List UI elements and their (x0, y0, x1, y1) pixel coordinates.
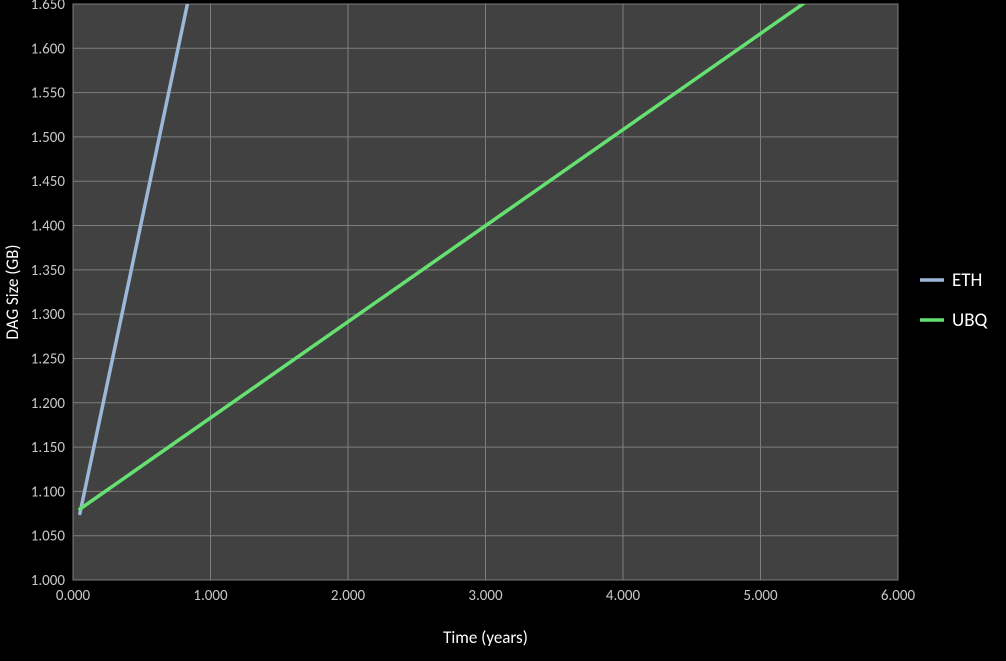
legend-label-eth: ETH (952, 269, 982, 292)
x-tick-label: 1.000 (193, 587, 228, 605)
y-tick-label: 1.500 (31, 129, 66, 147)
line-chart: 0.0001.0002.0003.0004.0005.0006.0001.000… (0, 0, 1006, 661)
y-tick-label: 1.300 (31, 306, 66, 324)
y-tick-label: 1.000 (31, 572, 66, 590)
x-tick-label: 6.000 (881, 587, 916, 605)
x-tick-label: 4.000 (606, 587, 641, 605)
y-tick-label: 1.200 (31, 395, 66, 413)
x-tick-label: 3.000 (468, 587, 503, 605)
x-tick-label: 2.000 (331, 587, 366, 605)
y-tick-label: 1.550 (31, 85, 66, 103)
x-tick-label: 5.000 (743, 587, 778, 605)
y-tick-label: 1.100 (31, 483, 66, 501)
y-tick-label: 1.150 (31, 439, 66, 457)
y-tick-label: 1.600 (31, 40, 66, 58)
y-axis-title: DAG Size (GB) (2, 244, 23, 339)
y-tick-label: 1.350 (31, 262, 66, 280)
x-axis-title: Time (years) (443, 627, 528, 648)
y-tick-label: 1.050 (31, 528, 66, 546)
legend-label-ubq: UBQ (952, 309, 989, 332)
y-tick-label: 1.250 (31, 350, 66, 368)
y-tick-label: 1.400 (31, 218, 66, 236)
y-tick-label: 1.650 (31, 0, 66, 14)
y-tick-label: 1.450 (31, 173, 66, 191)
